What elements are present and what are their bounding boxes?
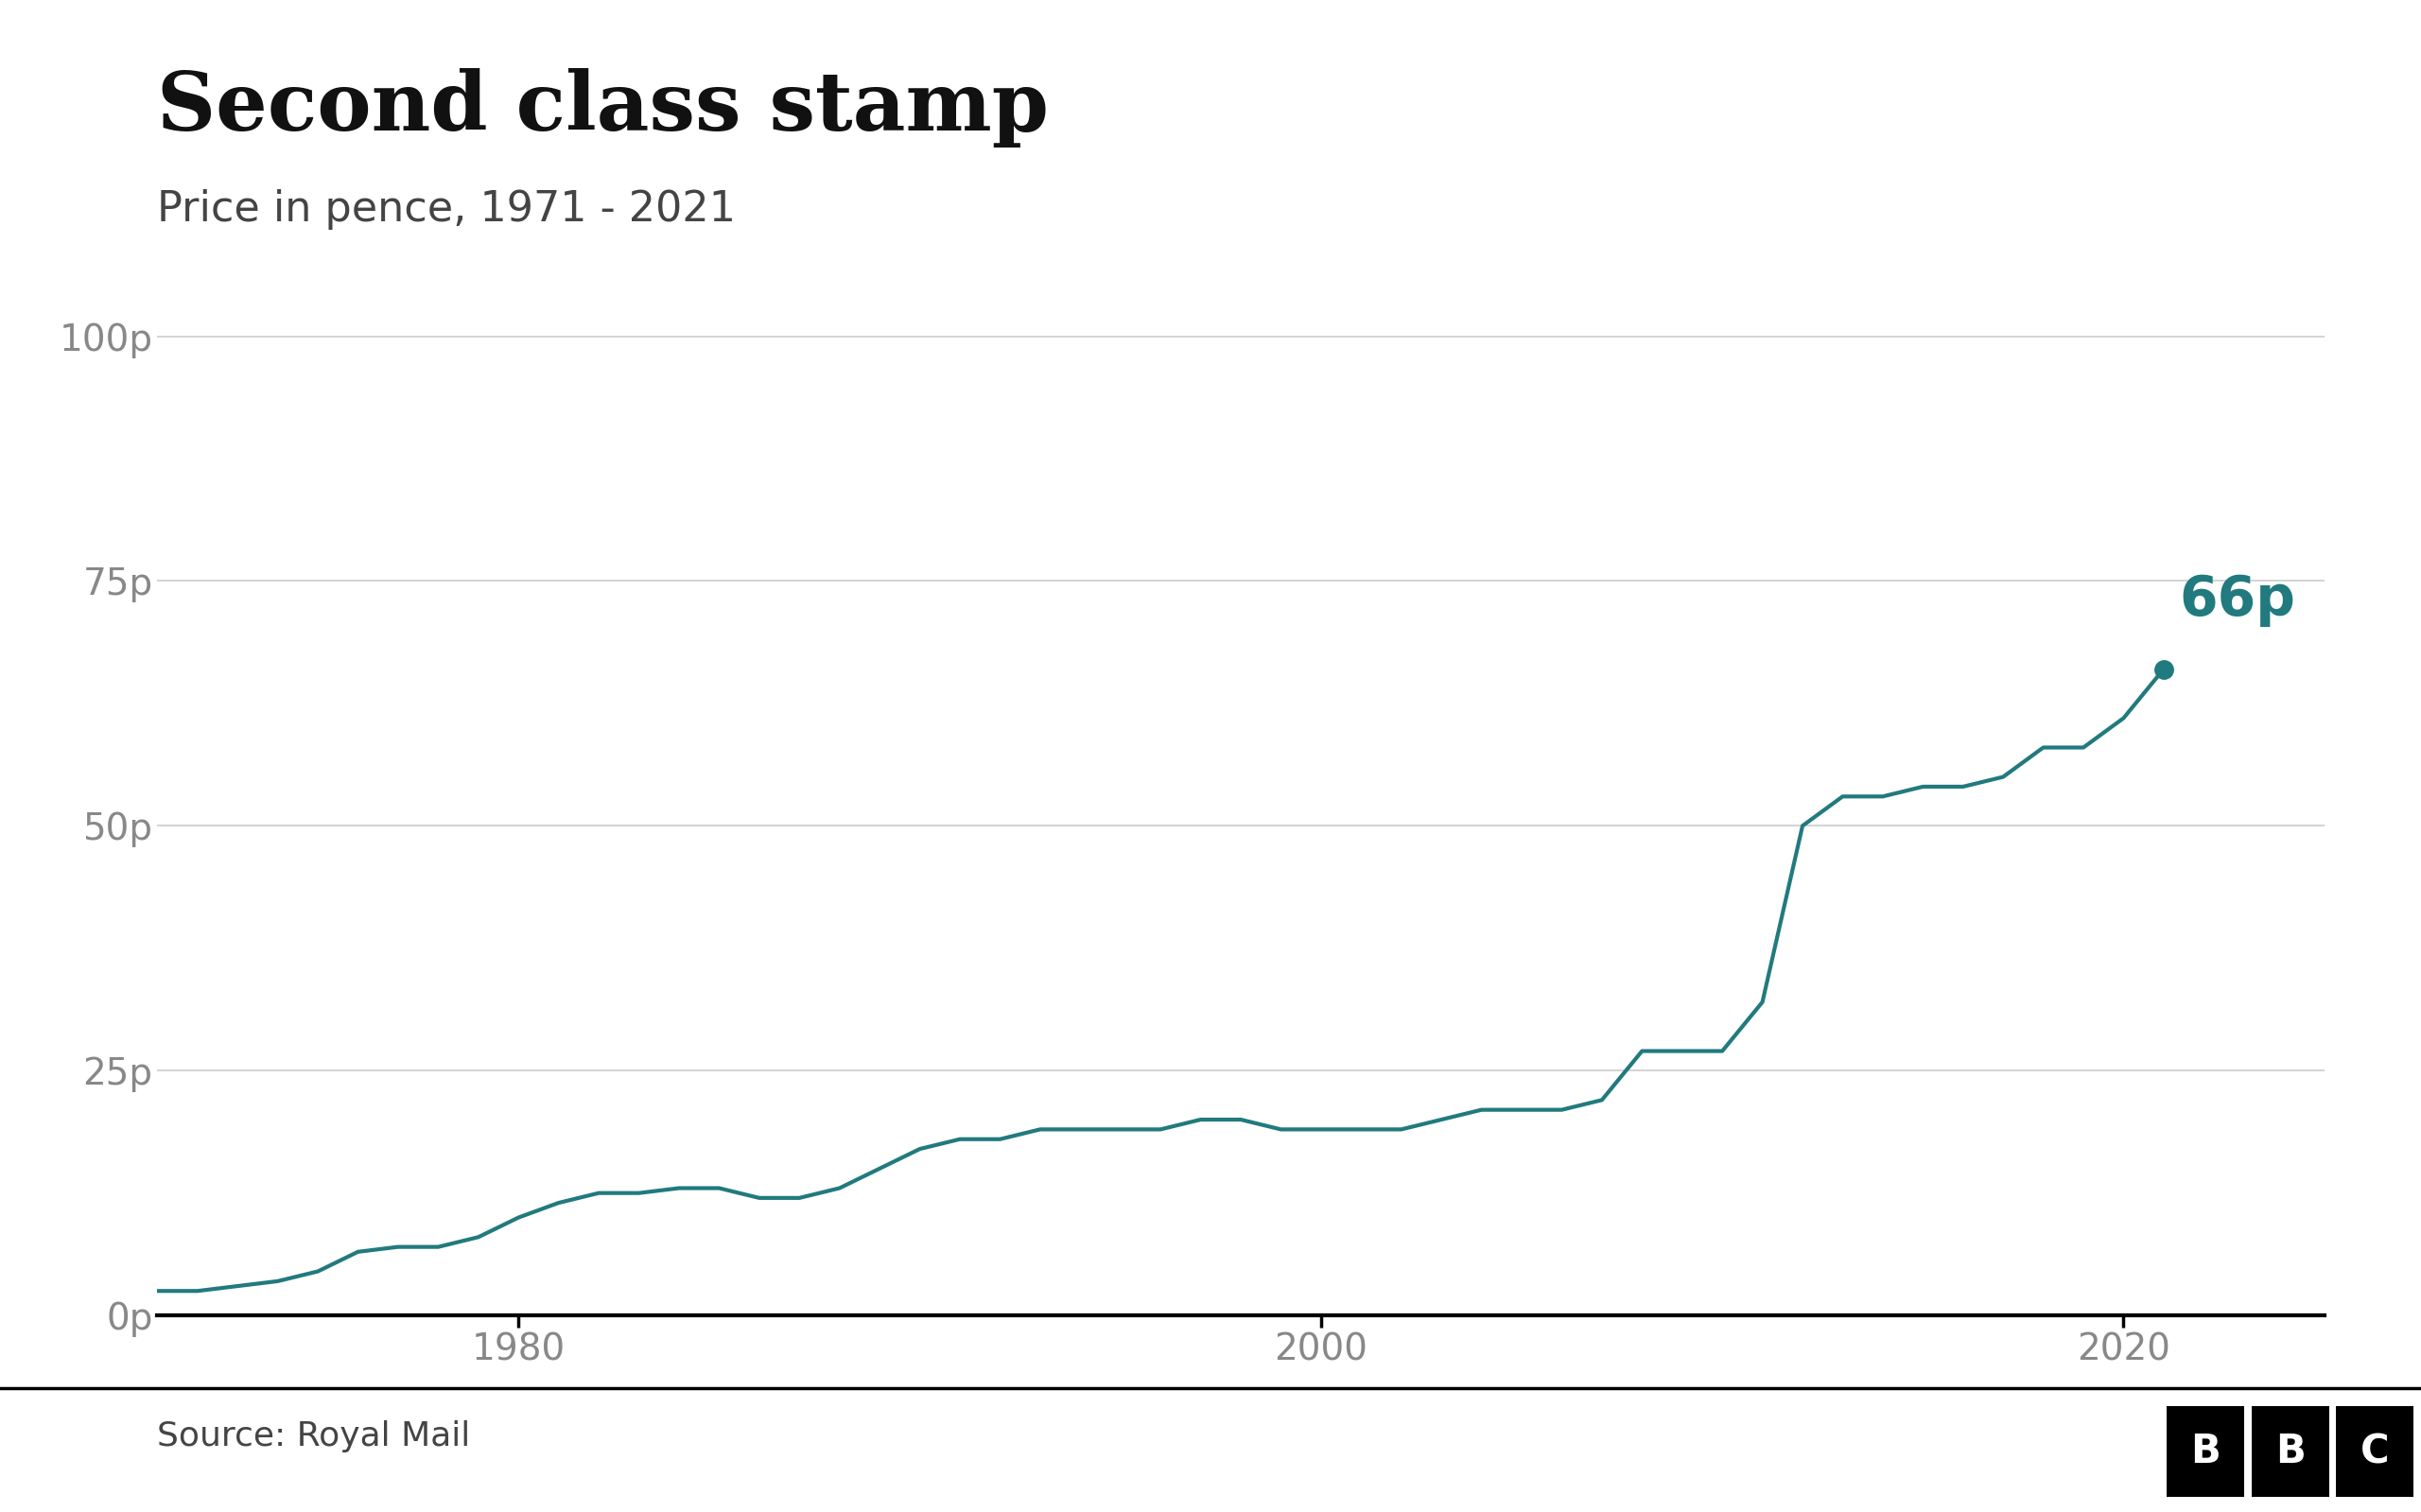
Text: Source: Royal Mail: Source: Royal Mail: [157, 1420, 470, 1453]
Text: C: C: [2360, 1432, 2390, 1471]
Text: B: B: [2191, 1432, 2220, 1471]
FancyBboxPatch shape: [2336, 1406, 2414, 1497]
Text: Price in pence, 1971 - 2021: Price in pence, 1971 - 2021: [157, 189, 736, 230]
Text: Second class stamp: Second class stamp: [157, 68, 1048, 148]
FancyBboxPatch shape: [2167, 1406, 2244, 1497]
Text: 66p: 66p: [2179, 573, 2295, 626]
FancyBboxPatch shape: [2252, 1406, 2329, 1497]
Text: B: B: [2276, 1432, 2305, 1471]
